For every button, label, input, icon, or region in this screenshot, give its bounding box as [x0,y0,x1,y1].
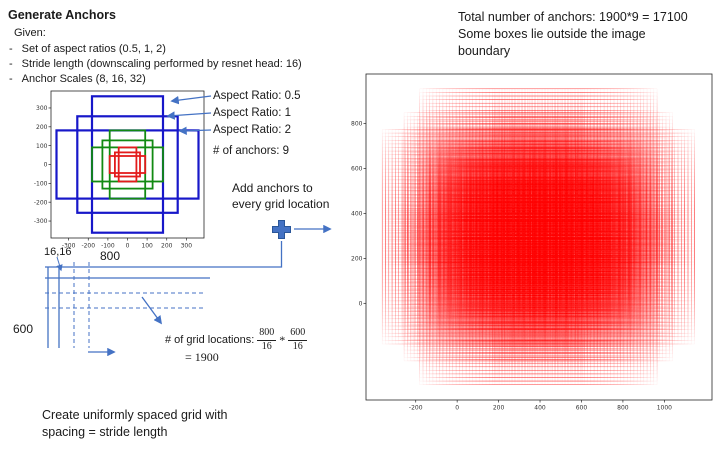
svg-text:600: 600 [351,166,363,173]
image-width-label: 800 [100,249,121,263]
fraction-numerator: 800 [257,327,277,341]
bullet-text: Set of aspect ratios (0.5, 1, 2) [21,43,166,55]
svg-text:0: 0 [44,162,48,169]
svg-text:200: 200 [493,405,505,412]
add-anchors-label: Add anchors to every grid location [232,180,329,212]
aspect-ratio-05-label: Aspect Ratio: 0.5 [213,90,301,102]
svg-text:-300: -300 [34,218,48,225]
svg-text:400: 400 [534,405,546,412]
image-height-label: 600 [13,322,34,336]
grid-locations-prefix: # of grid locations: [165,334,255,346]
arrow-to-formula [141,296,162,325]
bullet-dash: - [9,43,13,55]
svg-text:600: 600 [576,405,588,412]
total-anchors-note: Total number of anchors: 1900*9 = 17100 … [458,9,688,60]
svg-text:0: 0 [359,301,363,308]
svg-text:300: 300 [181,243,193,250]
num-anchors-label: # of anchors: 9 [213,145,290,157]
total-line3: boundary [458,44,511,58]
add-anchors-line1: Add anchors to [232,181,313,195]
svg-text:-200: -200 [81,243,95,250]
aspect-ratio-1-label: Aspect Ratio: 1 [213,107,291,119]
bullet-dash: - [9,58,13,70]
svg-text:400: 400 [351,211,363,218]
anchor-boxes-plot: -300 -200 -100 0 100 200 3003002001000-100-200… [34,90,205,250]
grid-note: Create uniformly spaced grid with spacin… [42,407,228,441]
svg-text:800: 800 [617,405,629,412]
svg-text:200: 200 [351,256,363,263]
aspect-ratio-2-label: Aspect Ratio: 2 [213,124,291,136]
bullet-stride: - Stride length (downscaling performed b… [9,58,302,70]
grid-locations-formula: # of grid locations: 800 16 * 600 16 [165,327,310,352]
fraction-600-16: 600 16 [288,327,308,352]
arrow-origin-pointer [56,256,63,272]
svg-text:200: 200 [36,124,48,131]
svg-text:1000: 1000 [657,405,672,412]
grid-origin-label: 16,16 [44,246,72,258]
add-anchors-line2: every grid location [232,197,330,211]
svg-text:300: 300 [36,105,48,112]
bullet-text: Anchor Scales (8, 16, 32) [21,73,146,85]
fraction-800-16: 800 16 [257,327,277,352]
fraction-denominator: 16 [261,340,272,352]
fraction-numerator: 600 [288,327,308,341]
total-line1: Total number of anchors: 1900*9 = 17100 [458,10,688,24]
bullet-aspect-ratios: - Set of aspect ratios (0.5, 1, 2) [9,43,166,55]
svg-text:0: 0 [455,405,459,412]
svg-text:0: 0 [126,243,130,250]
svg-text:-100: -100 [34,181,48,188]
svg-text:-200: -200 [409,405,423,412]
bullet-anchor-scales: - Anchor Scales (8, 16, 32) [9,73,146,85]
svg-text:100: 100 [36,143,48,150]
fraction-denominator: 16 [292,340,303,352]
grid-note-line1: Create uniformly spaced grid with [42,408,228,422]
grid-locations-result: = 1900 [185,350,219,364]
plus-icon [272,220,291,239]
svg-text:800: 800 [351,121,363,128]
grid-note-line2: spacing = stride length [42,425,168,439]
svg-text:200: 200 [161,243,173,250]
total-line2: Some boxes lie outside the image [458,27,646,41]
svg-text:-200: -200 [34,199,48,206]
times-operator: * [279,332,286,347]
page-title: Generate Anchors [8,8,116,22]
svg-text:100: 100 [141,243,153,250]
given-label: Given: [14,27,46,39]
anchor-grid-plot: -200 0 200 400 600 800 1000 0 200 400 600 800 [351,73,713,412]
bullet-text: Stride length (downscaling performed by … [21,58,302,70]
bullet-dash: - [9,73,13,85]
